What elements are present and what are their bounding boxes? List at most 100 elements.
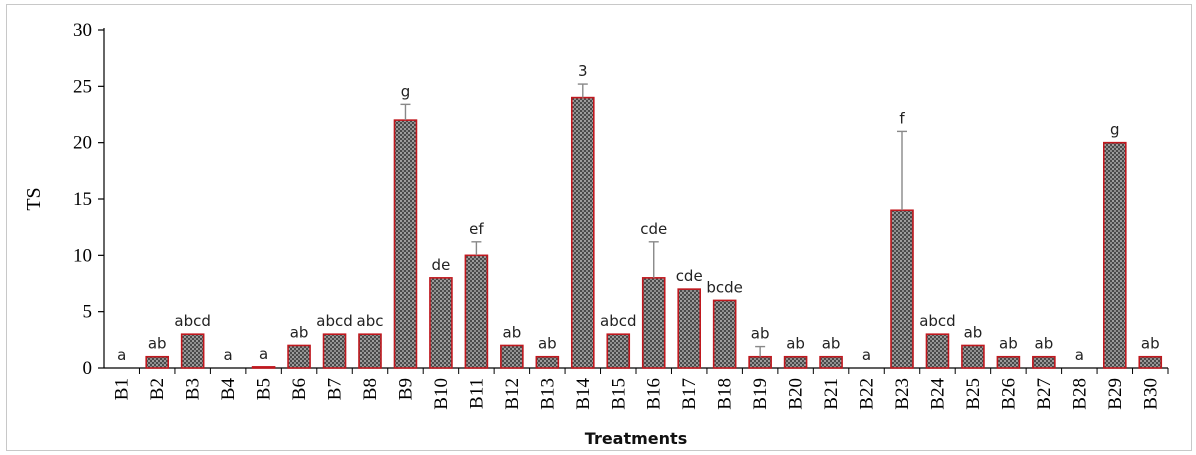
x-tick-label-B2: B2 (147, 378, 168, 400)
significance-letter-B30: ab (1141, 335, 1160, 353)
significance-letter-B13: ab (538, 335, 557, 353)
x-tick-label-B16: B16 (644, 378, 665, 410)
y-tick-label: 20 (73, 133, 92, 154)
x-tick-label-B18: B18 (715, 378, 736, 410)
significance-letter-B28: a (1075, 346, 1084, 364)
x-tick-label-B21: B21 (821, 378, 842, 410)
significance-letter-B11: ef (469, 220, 484, 238)
significance-letter-B12: ab (503, 323, 522, 341)
y-tick-label: 5 (83, 302, 93, 323)
x-tick-label-B14: B14 (573, 378, 594, 410)
bar-B6 (287, 344, 311, 369)
significance-letter-B22: a (862, 346, 871, 364)
significance-letter-B4: a (224, 346, 233, 364)
significance-letter-B15: abcd (600, 312, 636, 330)
significance-letter-B19: ab (751, 325, 770, 343)
significance-letter-B24: abcd (919, 312, 955, 330)
x-tick-label-B13: B13 (537, 378, 558, 410)
significance-letter-B25: ab (964, 323, 983, 341)
y-tick-label: 10 (73, 245, 92, 266)
significance-letter-B1: a (117, 346, 126, 364)
significance-letter-B8: abc (357, 312, 384, 330)
significance-letter-B10: de (432, 256, 451, 274)
y-tick-label: 30 (73, 20, 92, 41)
x-tick-label-B20: B20 (786, 378, 807, 410)
x-tick-label-B26: B26 (998, 378, 1019, 410)
x-axis-title: Treatments (585, 429, 687, 448)
x-tick-label-B12: B12 (502, 378, 523, 410)
bar-B8 (358, 333, 382, 369)
x-tick-label-B19: B19 (750, 378, 771, 410)
x-tick-label-B11: B11 (466, 378, 487, 409)
significance-letter-B7: abcd (316, 312, 352, 330)
x-tick-label-B6: B6 (289, 378, 310, 400)
axes (98, 28, 1169, 374)
significance-letter-B2: ab (148, 335, 167, 353)
x-tick-label-B28: B28 (1069, 378, 1090, 410)
bar-B14 (570, 96, 595, 369)
bar-B21 (819, 355, 843, 369)
x-tick-label-B1: B1 (112, 378, 133, 400)
bar-B29 (1103, 141, 1127, 369)
bar-B12 (500, 344, 524, 369)
bar-B23 (890, 209, 914, 369)
y-axis-title: TS (23, 187, 45, 210)
significance-letter-B3: abcd (174, 312, 210, 330)
bar-B16 (641, 277, 666, 369)
chart-frame (6, 4, 1192, 451)
significance-letter-B9: g (401, 82, 411, 100)
significance-letter-B21: ab (822, 335, 841, 353)
bar-B3 (180, 333, 205, 369)
bar-B17 (677, 288, 702, 369)
significance-letter-B6: ab (290, 323, 309, 341)
bar-B30 (1138, 355, 1163, 369)
bar-B5 (251, 366, 276, 369)
significance-letter-B5: a (259, 345, 268, 363)
labels-group: 0 5 10 15 20 25 30 a B1 ab B2 abcd B3 a B4 a B5 ab B6 abcd B… (73, 20, 1161, 410)
y-tick-label: 0 (83, 358, 93, 379)
bar-B24 (925, 333, 950, 369)
significance-letter-B20: ab (786, 335, 805, 353)
bar-B10 (429, 277, 453, 369)
x-tick-label-B5: B5 (254, 378, 275, 400)
bar-B15 (606, 333, 631, 369)
x-tick-label-B29: B29 (1105, 378, 1126, 410)
x-tick-label-B25: B25 (963, 378, 984, 410)
bar-B27 (1032, 355, 1056, 369)
bar-B2 (145, 355, 169, 369)
significance-letter-B17: cde (676, 267, 703, 285)
x-tick-label-B22: B22 (857, 378, 878, 410)
bar-B18 (712, 299, 737, 369)
x-tick-label-B4: B4 (218, 378, 239, 401)
x-tick-label-B8: B8 (360, 378, 381, 400)
bar-B20 (783, 355, 808, 369)
y-tick-label: 15 (73, 189, 92, 210)
significance-letter-B23: f (899, 109, 905, 127)
x-tick-label-B9: B9 (395, 378, 416, 400)
bar-B19 (748, 355, 772, 369)
significance-letter-B14: 3 (578, 62, 588, 80)
bar-B25 (961, 344, 985, 369)
bar-B7 (322, 333, 347, 369)
bar-B13 (535, 355, 560, 369)
x-tick-label-B3: B3 (183, 378, 204, 400)
y-tick-label: 25 (73, 76, 92, 97)
significance-letter-B16: cde (640, 220, 667, 238)
significance-letter-B18: bcde (706, 278, 743, 296)
significance-letter-B27: ab (1035, 335, 1054, 353)
bar-B26 (996, 355, 1021, 369)
bar-B9 (393, 119, 418, 369)
x-tick-label-B15: B15 (608, 378, 629, 410)
bars-group (145, 83, 1163, 369)
x-tick-label-B10: B10 (431, 378, 452, 410)
x-tick-label-B27: B27 (1034, 378, 1055, 410)
x-tick-label-B17: B17 (679, 378, 700, 410)
significance-letter-B26: ab (999, 335, 1018, 353)
x-tick-label-B24: B24 (927, 378, 948, 410)
x-tick-label-B23: B23 (892, 378, 913, 410)
significance-letter-B29: g (1110, 121, 1120, 139)
x-tick-label-B7: B7 (325, 378, 346, 400)
bar-B11 (464, 254, 489, 369)
x-tick-label-B30: B30 (1140, 378, 1161, 410)
